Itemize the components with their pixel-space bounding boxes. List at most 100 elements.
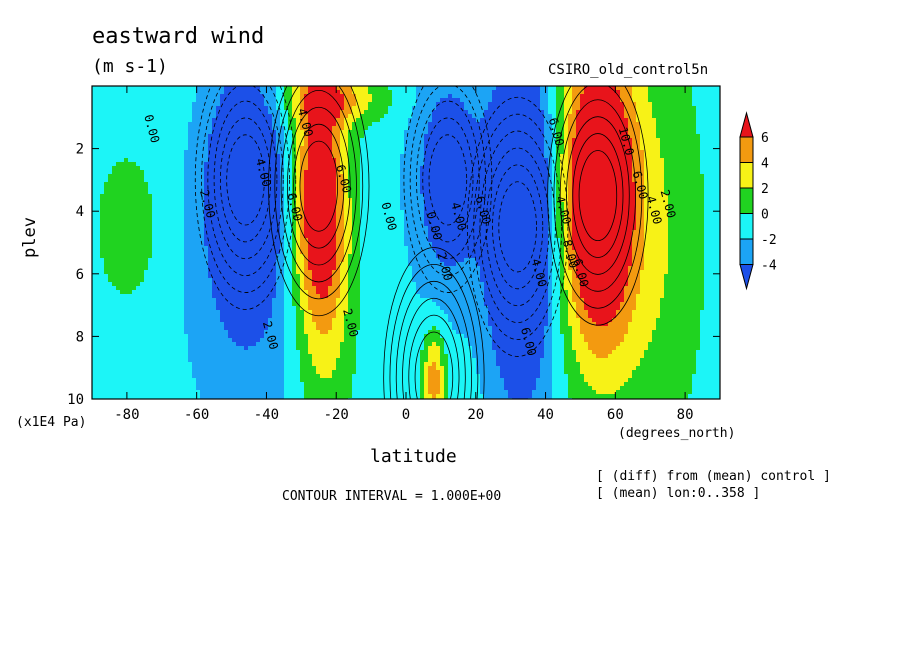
contour-cell [160, 274, 165, 279]
contour-cell [220, 146, 225, 151]
contour-cell [288, 158, 293, 163]
contour-cell [320, 138, 325, 143]
contour-cell [92, 186, 97, 191]
contour-cell [304, 382, 309, 387]
contour-cell [308, 238, 313, 243]
contour-cell [212, 170, 217, 175]
contour-cell [200, 326, 205, 331]
contour-cell [148, 310, 153, 315]
contour-cell [220, 378, 225, 383]
contour-cell [300, 390, 305, 395]
contour-cell [132, 258, 137, 263]
contour-cell [116, 130, 121, 135]
contour-cell [180, 374, 185, 379]
contour-cell [236, 366, 241, 371]
contour-cell [228, 330, 233, 335]
contour-cell [252, 306, 257, 311]
contour-cell [108, 342, 113, 347]
contour-cell [140, 378, 145, 383]
contour-cell [148, 202, 153, 207]
contour-cell [280, 282, 285, 287]
contour-cell [212, 390, 217, 395]
contour-cell [340, 214, 345, 219]
contour-cell [324, 94, 329, 99]
contour-cell [208, 190, 213, 195]
contour-cell [160, 370, 165, 375]
contour-cell [128, 206, 133, 211]
contour-cell [116, 346, 121, 351]
contour-cell [220, 162, 225, 167]
contour-cell [212, 94, 217, 99]
contour-cell [328, 294, 333, 299]
contour-cell [128, 190, 133, 195]
contour-cell [176, 278, 181, 283]
contour-cell [284, 150, 289, 155]
contour-cell [248, 390, 253, 395]
contour-cell [320, 186, 325, 191]
contour-cell [204, 266, 209, 271]
contour-cell [248, 138, 253, 143]
contour-cell [280, 190, 285, 195]
contour-cell [316, 350, 321, 355]
contour-cell [96, 278, 101, 283]
contour-cell [120, 358, 125, 363]
contour-cell [300, 166, 305, 171]
contour-cell [144, 294, 149, 299]
contour-cell [332, 206, 337, 211]
contour-cell [184, 222, 189, 227]
contour-cell [164, 226, 169, 231]
contour-cell [140, 238, 145, 243]
contour-cell [324, 214, 329, 219]
contour-cell [272, 350, 277, 355]
contour-cell [132, 170, 137, 175]
contour-cell [116, 314, 121, 319]
contour-cell [112, 210, 117, 215]
contour-cell [236, 242, 241, 247]
contour-cell [316, 242, 321, 247]
contour-cell [252, 326, 257, 331]
contour-cell [284, 182, 289, 187]
contour-cell [260, 282, 265, 287]
contour-cell [140, 210, 145, 215]
contour-cell [128, 114, 133, 119]
contour-cell [188, 102, 193, 107]
contour-cell [232, 290, 237, 295]
contour-cell [112, 362, 117, 367]
contour-cell [120, 138, 125, 143]
contour-cell [312, 302, 317, 307]
contour-cell [208, 242, 213, 247]
contour-cell [284, 262, 289, 267]
contour-cell [144, 218, 149, 223]
contour-cell [184, 394, 189, 399]
contour-cell [184, 386, 189, 391]
contour-cell [216, 374, 221, 379]
contour-cell [96, 294, 101, 299]
contour-cell [200, 330, 205, 335]
contour-cell [108, 334, 113, 339]
contour-cell [204, 282, 209, 287]
contour-cell [308, 274, 313, 279]
contour-cell [196, 246, 201, 251]
contour-cell [196, 182, 201, 187]
contour-cell [284, 194, 289, 199]
contour-cell [252, 334, 257, 339]
contour-cell [172, 386, 177, 391]
contour-cell [120, 126, 125, 131]
contour-cell [228, 230, 233, 235]
contour-cell [324, 242, 329, 247]
contour-cell [332, 314, 337, 319]
contour-cell [228, 186, 233, 191]
contour-cell [112, 134, 117, 139]
contour-cell [212, 130, 217, 135]
contour-cell [112, 214, 117, 219]
contour-cell [156, 90, 161, 95]
contour-cell [316, 86, 321, 91]
contour-cell [264, 234, 269, 239]
contour-cell [340, 390, 345, 395]
contour-cell [216, 118, 221, 123]
contour-cell [124, 130, 129, 135]
contour-cell [176, 262, 181, 267]
contour-cell [108, 274, 113, 279]
contour-cell [216, 142, 221, 147]
contour-cell [248, 90, 253, 95]
